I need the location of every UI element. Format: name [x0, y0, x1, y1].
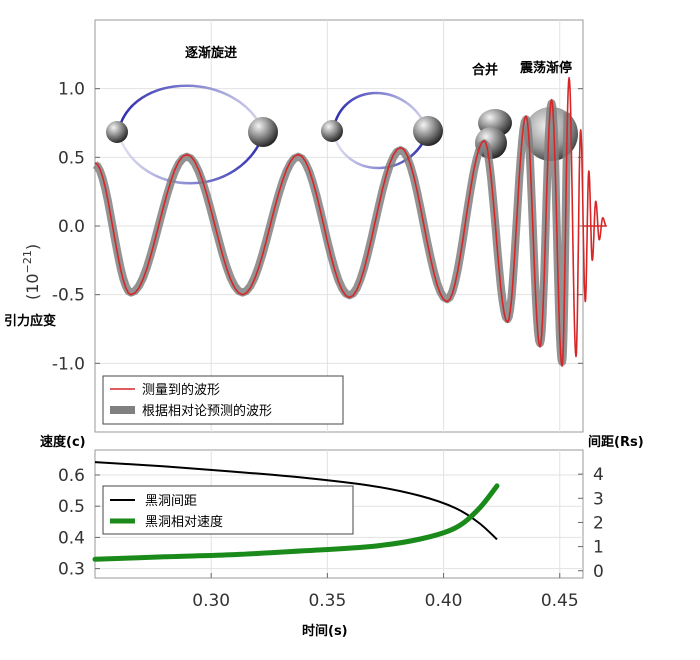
legend-box-bottom: [102, 485, 354, 535]
time-x-ticks: 0.30 0.35 0.40 0.45: [192, 573, 579, 611]
black-hole-small-2: [321, 120, 343, 142]
strain-tick-label: 1.0: [58, 80, 85, 100]
separation-tick-label: 3: [593, 489, 604, 509]
legend-box-top: [102, 375, 344, 425]
legend-label-measured: 测量到的波形: [142, 382, 220, 398]
strain-unit-label: (10−21): [21, 244, 42, 300]
speed-tick-label: 0.4: [58, 528, 85, 548]
separation-y-ticks: 4 3 2 1 0: [578, 465, 604, 582]
waveform-legend: 测量到的波形 根据相对论预测的波形: [102, 375, 344, 425]
strain-axis-label: 引力应变: [4, 313, 56, 329]
black-hole-large-2: [413, 116, 443, 146]
speed-axis-label: 速度(c): [40, 434, 86, 450]
separation-tick-label: 4: [593, 465, 604, 485]
speed-tick-label: 0.5: [58, 497, 85, 517]
orbit-arc-lower-2: [331, 131, 430, 170]
legend-label-velocity: 黑洞相对速度: [145, 514, 223, 530]
time-tick-label: 0.45: [541, 591, 579, 611]
separation-tick-label: 2: [593, 513, 604, 533]
orbit-arc-upper-2: [331, 91, 430, 133]
svg-text:(10−21): (10−21): [21, 244, 42, 300]
black-hole-large-1: [248, 117, 278, 147]
stage-ringdown-label: 震荡渐停: [519, 60, 572, 76]
strain-tick-label: -1.0: [52, 354, 85, 374]
separation-tick-label: 0: [593, 562, 604, 582]
measured-waveform: [94, 76, 608, 367]
orbit-arc-lower-1: [116, 132, 266, 185]
legend-label-separation: 黑洞间距: [145, 494, 197, 509]
time-tick-label: 0.40: [425, 591, 463, 611]
strain-tick-label: -0.5: [52, 286, 85, 306]
time-axis-label: 时间(s): [302, 623, 348, 639]
strain-y-ticks: 1.0 0.5 0.0 -0.5 -1.0: [52, 80, 583, 374]
velocity-curve: [92, 483, 500, 562]
separation-tick-label: 1: [593, 538, 604, 558]
legend-label-predicted: 根据相对论预测的波形: [142, 403, 272, 419]
speed-tick-label: 0.6: [58, 466, 85, 486]
bottom-panel-frame: [94, 449, 584, 579]
orbit-arc-upper-1: [116, 84, 266, 134]
top-panel-grid: [95, 20, 583, 432]
time-tick-label: 0.35: [308, 591, 346, 611]
orbit-legend: 黑洞间距 黑洞相对速度: [102, 485, 354, 535]
speed-y-ticks: 0.6 0.5 0.4 0.3: [58, 466, 100, 580]
speed-tick-label: 0.3: [58, 560, 85, 580]
separation-axis-label: 间距(Rs): [588, 434, 644, 450]
time-tick-label: 0.30: [192, 591, 230, 611]
stage-merge-label: 合并: [472, 62, 498, 78]
strain-tick-label: 0.0: [58, 217, 85, 237]
strain-tick-label: 0.5: [58, 148, 85, 168]
stage-inspiral-label: 逐渐旋进: [185, 45, 237, 61]
black-hole-small-1: [106, 121, 128, 143]
